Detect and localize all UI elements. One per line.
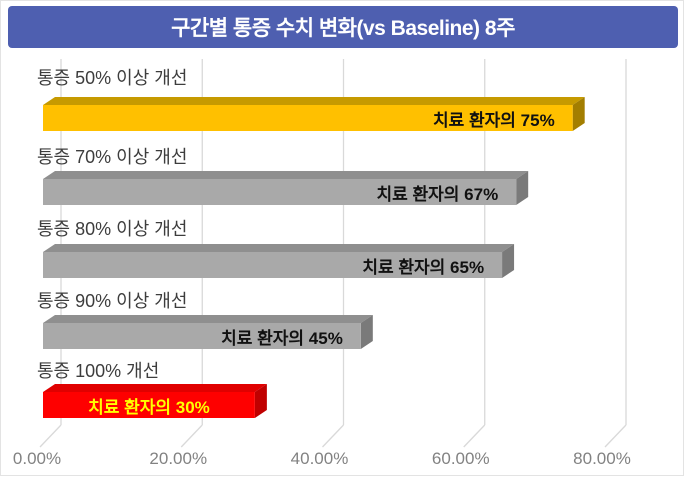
x-axis-tick-label: 20.00% [149,449,208,468]
bar-side-face [254,384,267,418]
bar-front-face [43,252,503,278]
chart-title: 구간별 통증 수치 변화(vs Baseline) 8주 [171,17,515,40]
category-label: 통증 50% 이상 개선 [37,68,188,88]
x-axis-tick-label: 80.00% [573,449,631,468]
bar-front-face [43,105,573,131]
bar-side-face [516,171,529,205]
gridline-floor-segment [39,424,62,448]
category-label: 통증 100% 개선 [37,361,160,381]
bar-top-face [43,384,267,392]
x-axis-tick-label: 0.00% [12,449,62,468]
x-axis-tick-label: 40.00% [290,449,349,468]
bar-front-face [43,179,517,205]
bar-value-label: 치료 환자의 65% [362,257,485,277]
x-axis-tick-label: 60.00% [431,449,490,468]
chart-title-bar: 구간별 통증 수치 변화(vs Baseline) 8주 [8,6,678,48]
category-label: 통증 80% 이상 개선 [37,219,188,239]
bar-top-face [43,315,373,323]
gridline-floor-segment [180,424,203,448]
bar-value-label: 치료 환자의 75% [433,110,555,130]
gridline-floor-segment [604,424,627,448]
bar-side-face [572,97,585,131]
bar-top-face [43,97,585,105]
bar-value-label: 치료 환자의 30% [88,397,210,417]
bar-side-face [360,315,373,349]
bar-front-face [43,392,255,418]
category-label: 통증 70% 이상 개선 [37,147,188,167]
bar-top-face [43,171,529,179]
gridline-floor-segment [322,424,344,448]
bar-value-label: 치료 환자의 45% [221,328,343,348]
bar-value-label: 치료 환자의 67% [376,184,499,204]
gridline-floor-segment [463,424,486,448]
bar-top-face [43,244,515,252]
bar-front-face [43,323,361,349]
bar-side-face [502,244,515,278]
category-label: 통증 90% 이상 개선 [37,291,188,311]
